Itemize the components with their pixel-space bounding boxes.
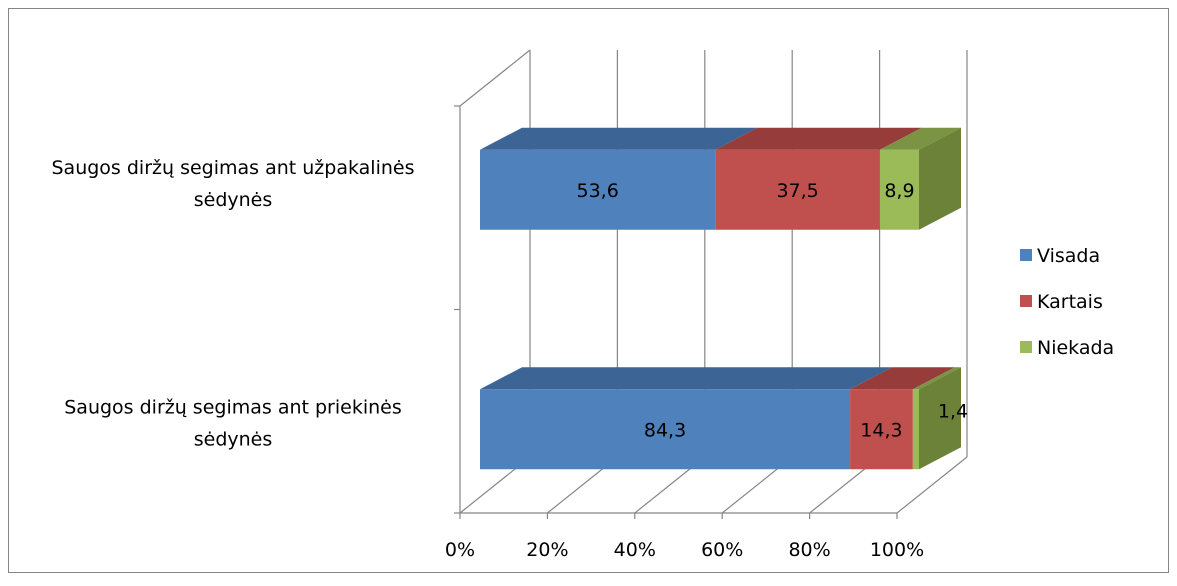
x-tick-label: 20%	[526, 539, 568, 561]
bar-kartais-front	[715, 149, 880, 230]
x-tick-label: 0%	[445, 539, 475, 561]
gridline-floor	[896, 456, 968, 514]
bar-visada-top	[480, 127, 758, 150]
bar-kartais-top	[850, 367, 955, 390]
category-label: sėdynės	[194, 428, 273, 450]
data-label-kartais: 14,3	[860, 419, 902, 441]
bar-kartais-front	[850, 389, 913, 470]
legend-swatch-visada	[1020, 249, 1032, 261]
legend: Visada Kartais Niekada	[1020, 245, 1114, 359]
bar-niekada-front	[879, 149, 919, 230]
bars	[480, 127, 961, 470]
bar-visada-front	[480, 389, 851, 470]
category-labels: Saugos diržų segimas ant priekinės sėdynė…	[52, 157, 415, 451]
data-label-visada: 53,6	[576, 180, 618, 202]
x-tick-label: 40%	[614, 539, 656, 561]
chart-border	[8, 8, 1169, 573]
legend-label-visada: Visada	[1037, 245, 1100, 267]
x-tick-label: 80%	[788, 539, 830, 561]
legend-label-niekada: Niekada	[1037, 337, 1114, 359]
bar-niekada-front	[912, 389, 919, 470]
x-tick-label: 100%	[870, 539, 924, 561]
bar-niekada-side	[919, 367, 961, 470]
data-label-niekada: 1,4	[938, 400, 968, 422]
legend-label-kartais: Kartais	[1037, 291, 1103, 313]
bar-niekada-side	[919, 127, 961, 230]
bar-niekada-top	[912, 367, 961, 390]
bar-visada-front	[480, 149, 716, 230]
x-tick-label: 60%	[701, 539, 743, 561]
data-label-kartais: 37,5	[776, 180, 818, 202]
data-labels: 84,3 14,3 1,4 53,6 37,5 8,9	[576, 180, 968, 442]
x-axis-ticks: 0% 20% 40% 60% 80% 100%	[445, 105, 924, 561]
bar-niekada-top	[879, 127, 961, 150]
data-label-visada: 84,3	[644, 419, 686, 441]
category-label: sėdynės	[194, 189, 273, 211]
data-label-niekada: 8,9	[884, 180, 914, 202]
legend-swatch-niekada	[1020, 341, 1032, 353]
category-label: Saugos diržų segimas ant priekinės	[64, 396, 402, 418]
wall-top-edge	[459, 49, 531, 107]
legend-swatch-kartais	[1020, 295, 1032, 307]
category-label: Saugos diržų segimas ant užpakalinės	[52, 157, 415, 179]
bar-kartais-top	[715, 127, 922, 150]
bar-visada-top	[480, 367, 893, 390]
